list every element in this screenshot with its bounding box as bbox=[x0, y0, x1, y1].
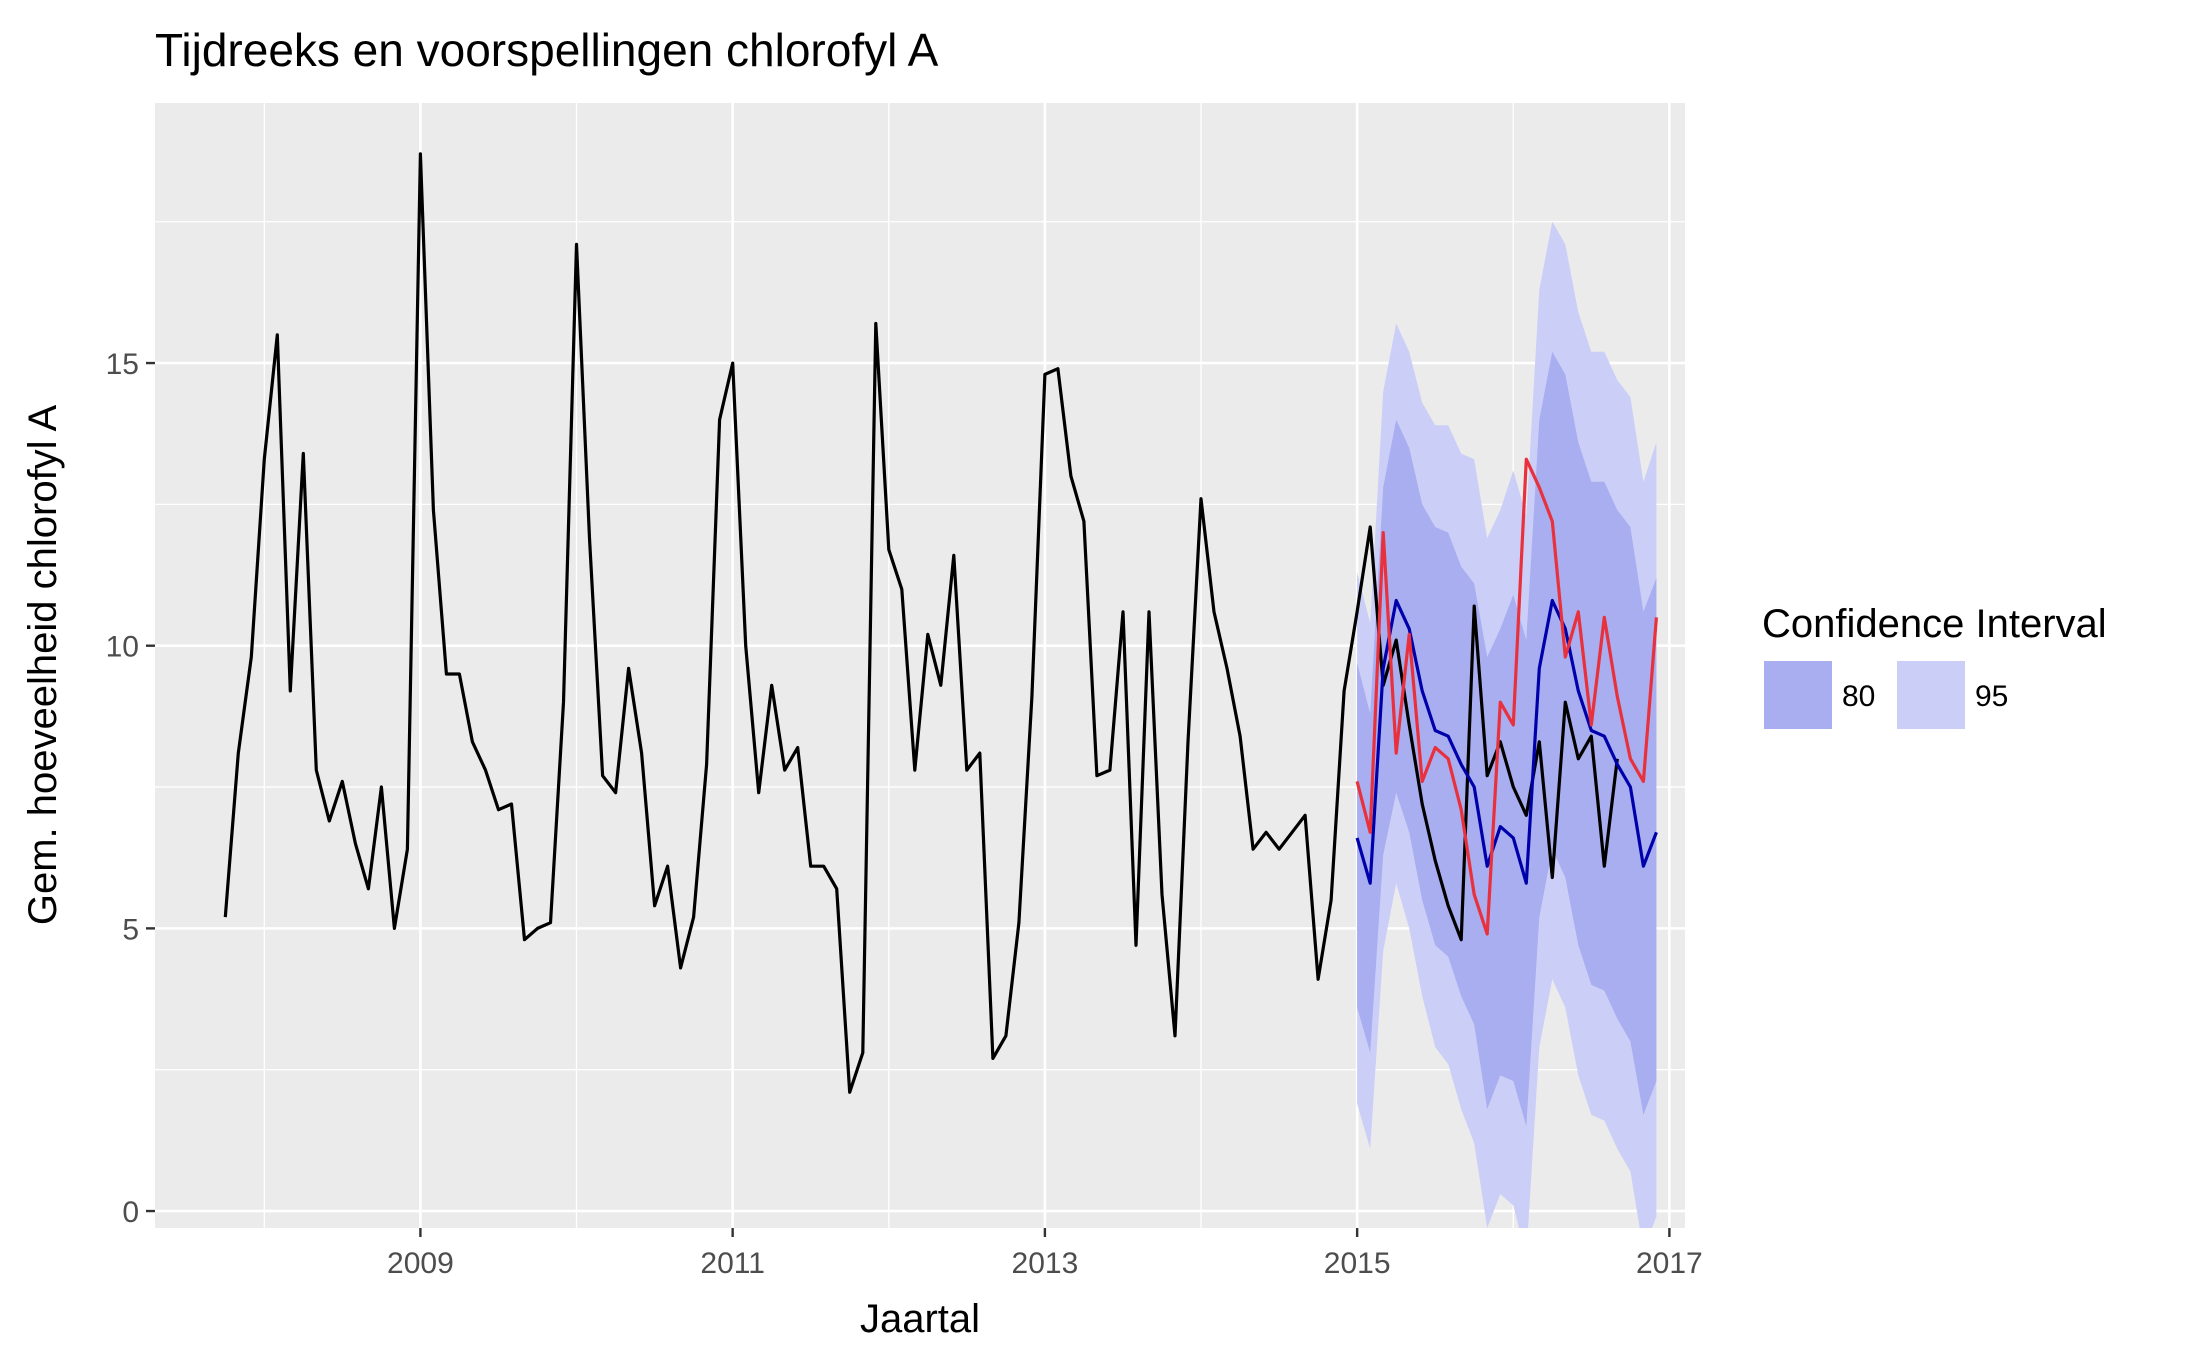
y-tick-label: 5 bbox=[122, 913, 139, 946]
x-tick-label: 2017 bbox=[1636, 1247, 1703, 1280]
chart-title: Tijdreeks en voorspellingen chlorofyl A bbox=[155, 24, 939, 76]
actual-series-line bbox=[1355, 457, 1658, 936]
ci-80-band bbox=[1357, 351, 1657, 1127]
x-tick-label: 2011 bbox=[700, 1247, 765, 1280]
legend-label-95: 95 bbox=[1975, 680, 2008, 713]
series-lines bbox=[223, 152, 1658, 1094]
y-tick-label: 0 bbox=[122, 1196, 139, 1229]
x-tick-label: 2015 bbox=[1324, 1247, 1391, 1280]
legend-key-80 bbox=[1764, 661, 1832, 729]
observed-series-line bbox=[223, 152, 1619, 1094]
legend-title: Confidence Interval bbox=[1762, 602, 2107, 646]
x-axis: 2009 2011 2013 2015 2017 bbox=[387, 1228, 1703, 1280]
legend: Confidence Interval 80 95 bbox=[1762, 602, 2107, 729]
y-tick-label: 10 bbox=[106, 631, 139, 664]
x-tick-label: 2009 bbox=[387, 1247, 454, 1280]
x-axis-title: Jaartal bbox=[860, 1297, 980, 1341]
confidence-bands bbox=[1357, 221, 1657, 1228]
y-tick-label: 15 bbox=[106, 348, 139, 381]
y-axis: 0 5 10 15 bbox=[106, 348, 155, 1229]
forecast-series-line bbox=[1355, 598, 1658, 885]
x-tick-label: 2013 bbox=[1012, 1247, 1079, 1280]
legend-label-80: 80 bbox=[1842, 680, 1875, 713]
y-axis-title: Gem. hoeveelheid chlorofyl A bbox=[21, 405, 65, 926]
legend-key-95 bbox=[1897, 661, 1965, 729]
